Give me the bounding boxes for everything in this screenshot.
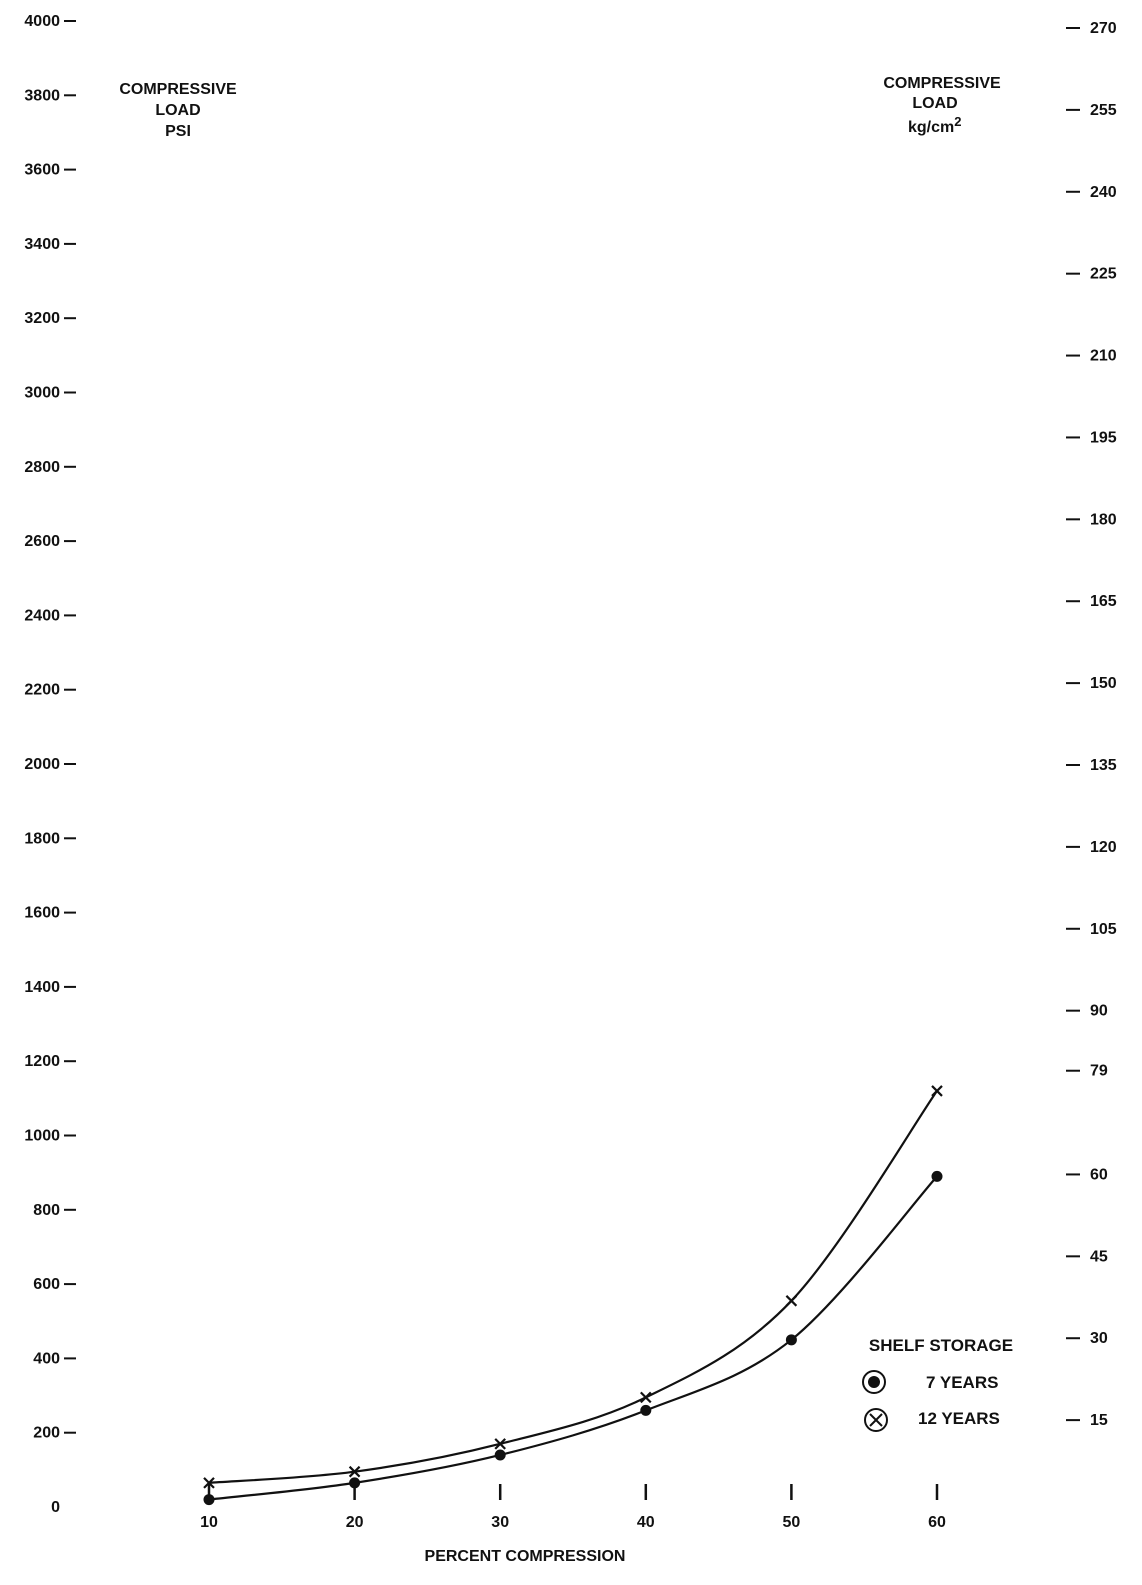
- left-tick-label: 1000: [24, 1128, 60, 1145]
- left-tick-label: 2600: [24, 533, 60, 550]
- right-tick-label: 79: [1090, 1063, 1108, 1080]
- legend-title: SHELF STORAGE: [869, 1336, 1013, 1355]
- right-axis-title-line-3: kg/cm2: [908, 114, 961, 136]
- right-tick-label: 15: [1090, 1412, 1108, 1429]
- right-tick-label: 255: [1090, 102, 1117, 119]
- left-tick-label: 200: [33, 1425, 60, 1442]
- right-tick-label: 105: [1090, 921, 1117, 938]
- left-tick-label: 3800: [24, 87, 60, 104]
- x-axis: 10 20 30 40 50 60: [200, 1484, 946, 1531]
- legend-dot-icon: [868, 1376, 880, 1388]
- right-axis-title-line-1: COMPRESSIVE: [883, 75, 1001, 92]
- data-point-12-years: [203, 1477, 215, 1489]
- legend-label-7-years: 7 YEARS: [926, 1373, 998, 1392]
- right-axis-unit: kg/cm: [908, 119, 954, 136]
- x-axis-title: PERCENT COMPRESSION: [425, 1548, 626, 1565]
- left-tick-label: 1800: [24, 830, 60, 847]
- data-point-7-years: [640, 1404, 652, 1416]
- legend-label-12-years: 12 YEARS: [918, 1409, 1000, 1428]
- series-line-7-years: [208, 1175, 938, 1501]
- right-tick-label: 180: [1090, 511, 1117, 528]
- left-axis-title: COMPRESSIVE LOAD PSI: [119, 81, 237, 140]
- right-tick-label: 270: [1090, 20, 1117, 37]
- data-point-7-years: [349, 1477, 361, 1489]
- right-tick-label: 135: [1090, 757, 1117, 774]
- left-axis-title-line-1: COMPRESSIVE: [119, 81, 237, 98]
- right-axis: 15 30 45 60 79 90 105 120 135 150 165 180 195 210 225 2…: [1066, 20, 1117, 1429]
- legend: SHELF STORAGE 7 YEARS 12 YEARS: [862, 1336, 1013, 1432]
- left-axis: 0 200 400 600 800 1000 1200 1400 1600 1800 2000 220…: [24, 13, 76, 1516]
- data-point-12-years: [931, 1085, 943, 1097]
- right-axis-title: COMPRESSIVE LOAD kg/cm2: [883, 75, 1001, 136]
- data-point-7-years: [494, 1449, 506, 1461]
- right-tick-label: 30: [1090, 1330, 1108, 1347]
- data-point-7-years: [931, 1170, 943, 1182]
- right-tick-label: 165: [1090, 593, 1117, 610]
- right-axis-title-line-2: LOAD: [912, 95, 957, 112]
- left-tick-label: 800: [33, 1202, 60, 1219]
- x-tick-label: 30: [491, 1514, 509, 1531]
- series-layer: [203, 1085, 943, 1506]
- x-tick-label: 10: [200, 1514, 218, 1531]
- left-tick-label: 3600: [24, 162, 60, 179]
- left-tick-label: 4000: [24, 13, 60, 30]
- left-tick-label: 1600: [24, 905, 60, 922]
- left-tick-label: 2000: [24, 756, 60, 773]
- x-tick-label: 60: [928, 1514, 946, 1531]
- left-tick-label: 3000: [24, 385, 60, 402]
- left-tick-label: 0: [51, 1499, 60, 1516]
- left-axis-title-line-3: PSI: [165, 123, 191, 140]
- x-tick-label: 40: [637, 1514, 655, 1531]
- right-tick-label: 195: [1090, 429, 1117, 446]
- left-tick-label: 1400: [24, 979, 60, 996]
- left-tick-label: 2200: [24, 682, 60, 699]
- left-tick-label: 3400: [24, 236, 60, 253]
- data-point-12-years: [640, 1391, 652, 1404]
- x-tick-label: 50: [783, 1514, 801, 1531]
- data-point-7-years: [203, 1494, 215, 1506]
- right-tick-label: 225: [1090, 266, 1117, 283]
- left-tick-label: 2800: [24, 459, 60, 476]
- series-line-12-years: [208, 1090, 938, 1484]
- data-point-7-years: [785, 1334, 797, 1346]
- left-tick-label: 3200: [24, 310, 60, 327]
- x-tick-label: 20: [346, 1514, 364, 1531]
- left-tick-label: 1200: [24, 1053, 60, 1070]
- right-tick-label: 210: [1090, 348, 1117, 365]
- data-point-12-years: [785, 1295, 798, 1307]
- legend-x-ring-icon: [864, 1408, 888, 1432]
- right-tick-label: 60: [1090, 1166, 1108, 1183]
- legend-x-icon: [869, 1413, 883, 1427]
- left-tick-label: 400: [33, 1350, 60, 1367]
- right-tick-label: 90: [1090, 1003, 1108, 1020]
- left-axis-title-line-2: LOAD: [155, 102, 200, 119]
- left-tick-label: 2400: [24, 607, 60, 624]
- right-axis-unit-exponent: 2: [954, 114, 961, 129]
- legend-dot-ring-icon: [862, 1370, 886, 1394]
- data-point-12-years: [494, 1438, 506, 1450]
- right-tick-label: 150: [1090, 675, 1117, 692]
- right-tick-label: 120: [1090, 839, 1117, 856]
- right-tick-label: 240: [1090, 184, 1117, 201]
- right-tick-label: 45: [1090, 1248, 1108, 1265]
- data-point-12-years: [348, 1465, 361, 1478]
- left-tick-label: 600: [33, 1276, 60, 1293]
